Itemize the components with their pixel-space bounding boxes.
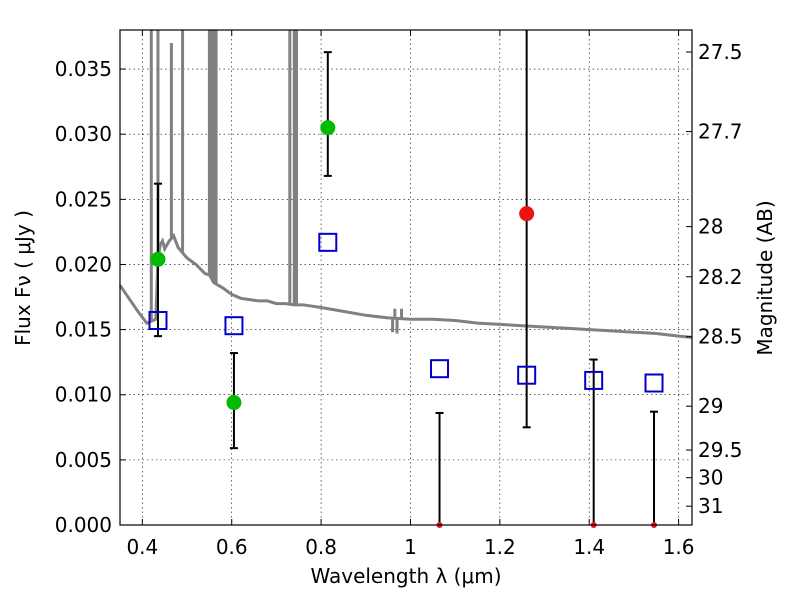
model-flux-square bbox=[318, 232, 338, 252]
sed-continuum-line bbox=[118, 232, 693, 339]
y-tick-label: 0.015 bbox=[55, 318, 112, 342]
observed-photometry-markers bbox=[150, 120, 658, 528]
y2-tick-label: 27.5 bbox=[698, 40, 743, 64]
observed-flux-point bbox=[150, 251, 166, 267]
model-flux-square bbox=[644, 373, 664, 393]
x-tick-label: 0.8 bbox=[305, 535, 337, 559]
y2-tick-label: 28.2 bbox=[698, 265, 743, 289]
tick-labels: 0.4 0.6 0.8 1 1.2 1.4 1.6 0.000 0.005 0.010 0.015 0… bbox=[55, 40, 743, 559]
grid-lines bbox=[120, 30, 692, 526]
y-tick-label: 0.020 bbox=[55, 252, 112, 276]
y-tick-label: 0.005 bbox=[55, 448, 112, 472]
observed-flux-point bbox=[519, 206, 535, 222]
model-flux-square bbox=[584, 370, 604, 390]
observed-flux-point bbox=[226, 395, 242, 411]
y2-tick-label: 29.5 bbox=[698, 438, 743, 462]
model-photometry-markers bbox=[148, 232, 664, 393]
plot-frame bbox=[119, 29, 693, 526]
x-tick-label: 1.4 bbox=[573, 535, 605, 559]
y-tick-label: 0.035 bbox=[55, 57, 112, 81]
y-tick-label: 0.000 bbox=[55, 513, 112, 537]
y2-tick-label: 30 bbox=[698, 466, 723, 490]
y-tick-label: 0.010 bbox=[55, 383, 112, 407]
x-tick-label: 0.4 bbox=[126, 535, 158, 559]
model-flux-square bbox=[148, 310, 168, 330]
y2-tick-label: 27.7 bbox=[698, 120, 743, 144]
y-axis-title: Flux Fν ( μJy ) bbox=[11, 210, 35, 346]
y2-tick-label: 29 bbox=[698, 394, 723, 418]
y2-tick-label: 28 bbox=[698, 215, 723, 239]
x-tick-label: 1 bbox=[404, 535, 417, 559]
model-flux-square bbox=[517, 365, 537, 385]
model-flux-square bbox=[224, 316, 244, 336]
y-tick-label: 0.030 bbox=[55, 122, 112, 146]
y2-tick-label: 28.5 bbox=[698, 325, 743, 349]
model-flux-square bbox=[430, 359, 450, 379]
x-tick-label: 1.6 bbox=[663, 535, 695, 559]
observed-flux-point bbox=[320, 120, 336, 136]
y-tick-label: 0.025 bbox=[55, 187, 112, 211]
tick-marks bbox=[120, 30, 692, 526]
error-bars bbox=[153, 30, 659, 525]
right-y-axis-title: Magnitude (AB) bbox=[753, 200, 777, 355]
y2-tick-label: 31 bbox=[698, 494, 723, 518]
x-axis-title: Wavelength λ (μm) bbox=[310, 564, 501, 588]
axes-frame bbox=[119, 29, 693, 526]
x-tick-label: 0.6 bbox=[216, 535, 248, 559]
x-tick-label: 1.2 bbox=[484, 535, 516, 559]
template-spectrum bbox=[118, 30, 693, 339]
